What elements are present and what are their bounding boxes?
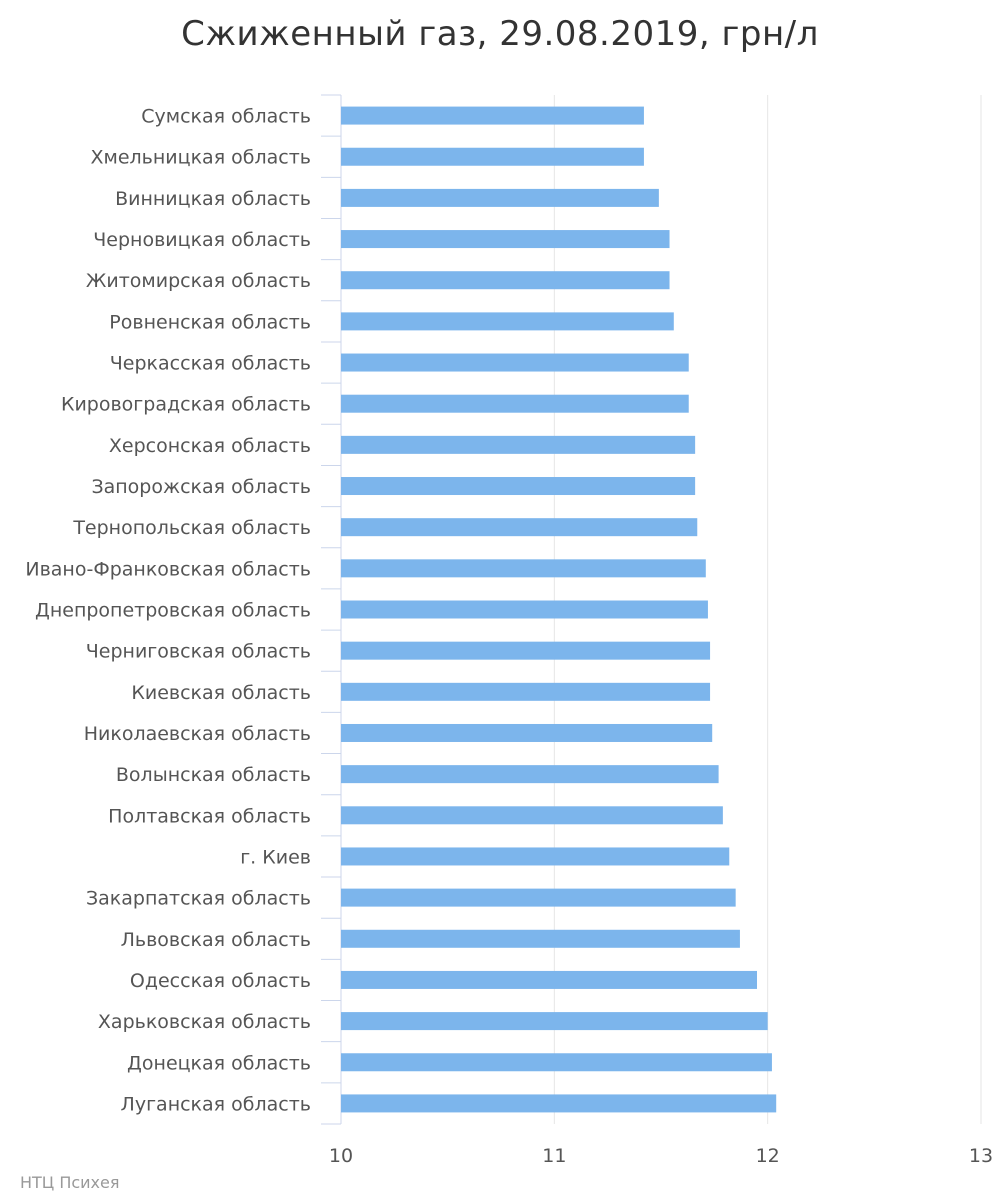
bar xyxy=(341,600,708,619)
x-tick-label: 11 xyxy=(542,1145,566,1167)
credit-label: НТЦ Психея xyxy=(20,1173,120,1192)
category-label: Одесская область xyxy=(130,970,311,992)
bar xyxy=(341,353,689,372)
category-label: Днепропетровская область xyxy=(35,600,311,622)
category-label: г. Киев xyxy=(240,846,311,868)
x-tick-label: 10 xyxy=(329,1145,353,1167)
category-label: Сумская область xyxy=(141,106,311,128)
category-label: Луганская область xyxy=(121,1093,311,1115)
category-label: Кировоградская область xyxy=(61,394,311,416)
bar xyxy=(341,477,696,496)
bar xyxy=(341,888,736,907)
bar xyxy=(341,518,698,537)
bar xyxy=(341,230,670,249)
category-label: Волынская область xyxy=(116,764,311,786)
category-label: Львовская область xyxy=(121,929,311,951)
x-tick-label: 12 xyxy=(756,1145,780,1167)
bar xyxy=(341,1012,768,1031)
category-label: Черновицкая область xyxy=(93,229,311,251)
bar xyxy=(341,723,713,742)
bar xyxy=(341,1094,777,1113)
category-label: Полтавская область xyxy=(108,805,311,827)
category-label: Харьковская область xyxy=(98,1011,311,1033)
category-label: Николаевская область xyxy=(84,723,311,745)
bar xyxy=(341,435,696,454)
category-label: Запорожская область xyxy=(91,476,311,498)
bar xyxy=(341,765,719,784)
x-tick-label: 13 xyxy=(969,1145,993,1167)
category-label: Донецкая область xyxy=(127,1052,311,1074)
category-label: Житомирская область xyxy=(86,270,311,292)
bar xyxy=(341,1053,772,1072)
bar xyxy=(341,682,711,701)
bar xyxy=(341,970,757,989)
bar xyxy=(341,559,706,578)
bar xyxy=(341,106,644,125)
bar xyxy=(341,188,659,207)
bar xyxy=(341,847,730,866)
bar xyxy=(341,641,711,660)
category-label: Черкасская область xyxy=(110,353,311,375)
category-label: Тернопольская область xyxy=(72,517,311,539)
bar xyxy=(341,806,723,825)
bar xyxy=(341,271,670,290)
category-label: Ивано-Франковская область xyxy=(25,558,311,580)
category-label: Винницкая область xyxy=(115,188,311,210)
bar xyxy=(341,312,674,331)
bar xyxy=(341,929,740,948)
category-label: Черниговская область xyxy=(86,641,311,663)
bar xyxy=(341,147,644,166)
chart-title: Сжиженный газ, 29.08.2019, грн/л xyxy=(181,14,819,54)
category-label: Киевская область xyxy=(131,682,311,704)
category-label: Закарпатская область xyxy=(86,888,311,910)
bar xyxy=(341,394,689,413)
category-label: Ровненская область xyxy=(109,311,311,333)
category-label: Херсонская область xyxy=(109,435,311,457)
category-label: Хмельницкая область xyxy=(90,147,311,169)
